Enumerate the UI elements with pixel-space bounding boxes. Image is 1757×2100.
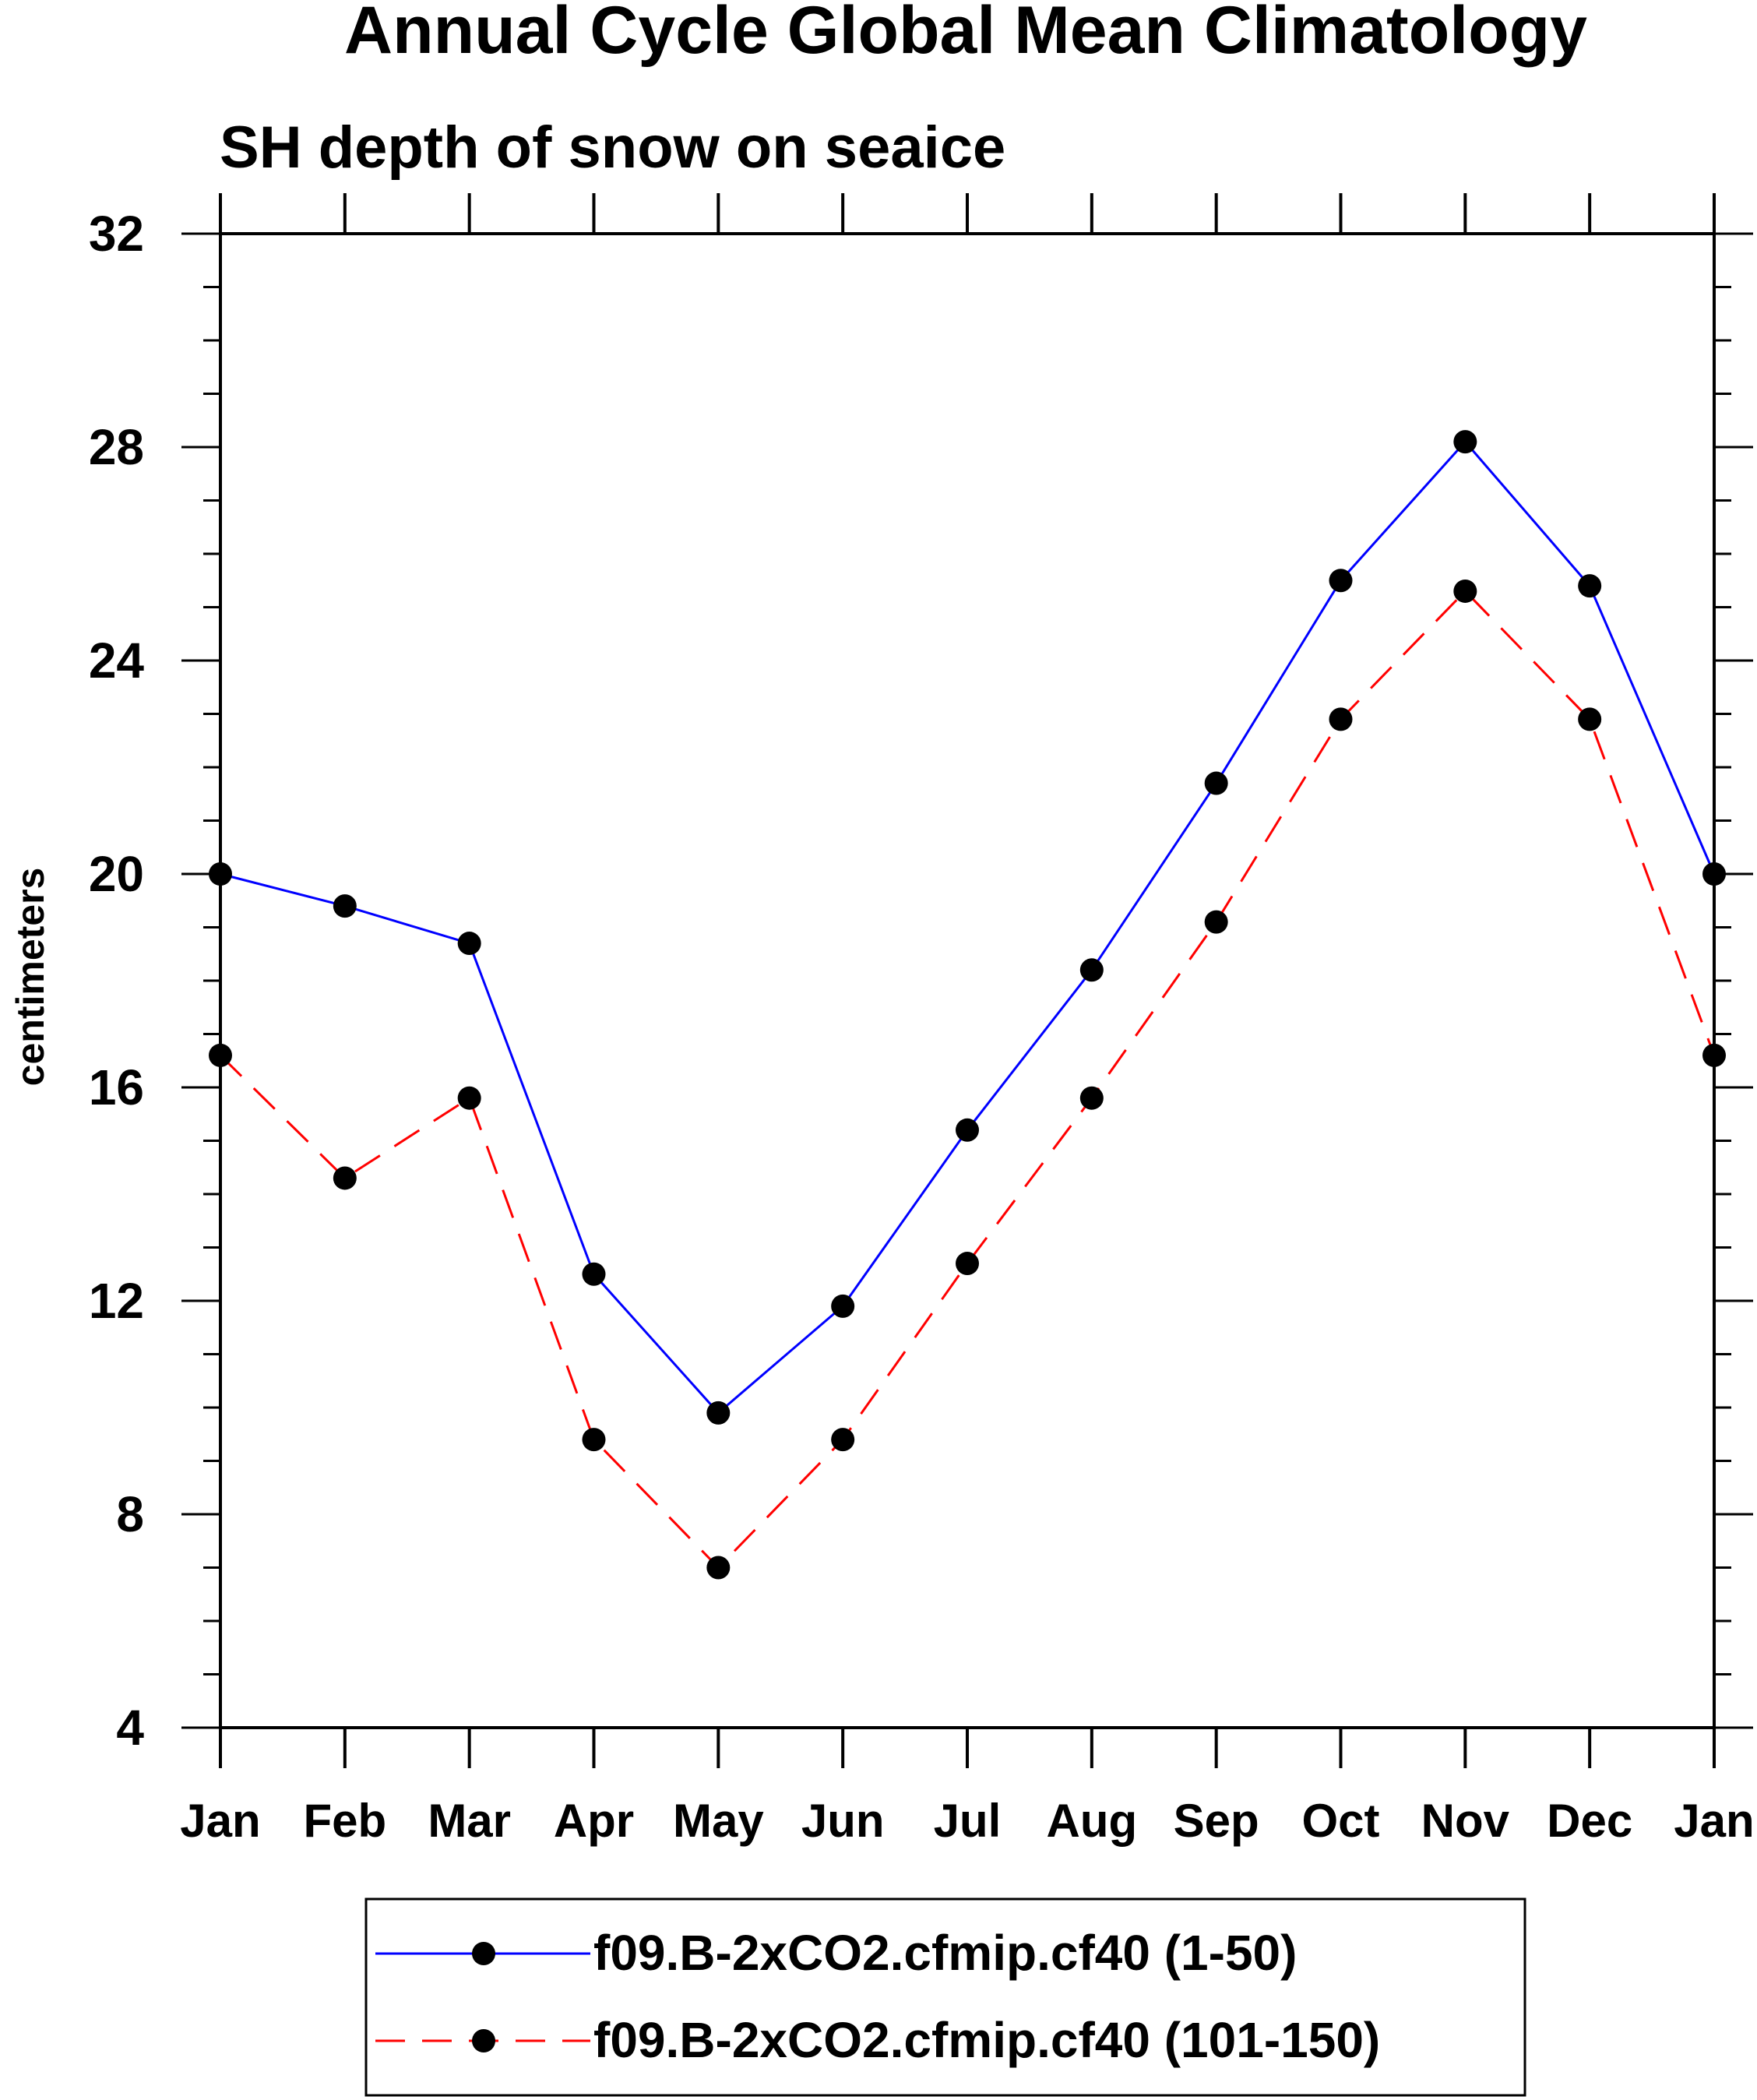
y-tick-labels: 4 8 12 16 20 24 28 32	[89, 206, 145, 1756]
y-tick-label-4: 4	[116, 1700, 144, 1756]
series-layer	[209, 430, 1726, 1580]
series-1-point-2	[457, 932, 481, 956]
legend-label-series-1: f09.B-2xCO2.cfmip.cf40 (1-50)	[593, 1925, 1297, 1981]
series-2-point-1	[333, 1166, 357, 1190]
y-tick-label-12: 12	[89, 1273, 144, 1329]
series-2-point-12	[1702, 1043, 1726, 1067]
x-tick-label-9: Oct	[1301, 1795, 1379, 1847]
series-2-line	[219, 589, 1716, 1570]
y-tick-label-24: 24	[89, 632, 145, 689]
series-1-point-3	[582, 1262, 606, 1286]
series-1-point-4	[706, 1401, 731, 1425]
chart-title: Annual Cycle Global Mean Climatology	[344, 0, 1587, 68]
series-1-point-0	[209, 862, 232, 886]
x-tick-label-1: Feb	[303, 1795, 386, 1847]
series-1-point-7	[1079, 958, 1104, 982]
series-2-point-10	[1453, 579, 1477, 603]
x-tick-label-2: Mar	[428, 1795, 511, 1847]
series-2-point-6	[956, 1252, 979, 1276]
legend: f09.B-2xCO2.cfmip.cf40 (1-50) f09.B-2xCO…	[364, 1897, 1526, 2097]
legend-marker-series-1	[472, 1942, 495, 1965]
series-2-point-11	[1578, 707, 1602, 731]
series-1-point-1	[333, 894, 357, 918]
y-tick-label-28: 28	[89, 419, 144, 475]
x-tick-label-5: Jun	[801, 1795, 885, 1847]
series-2-point-3	[582, 1428, 606, 1452]
series-2-point-2	[457, 1086, 481, 1110]
y-tick-label-32: 32	[89, 206, 144, 262]
series-2-point-4	[706, 1556, 731, 1580]
plot-frame	[219, 232, 1716, 1729]
y-tick-label-8: 8	[116, 1486, 144, 1542]
x-tick-label-10: Nov	[1421, 1795, 1510, 1847]
series-2-point-0	[209, 1043, 232, 1067]
y-axis-label: centimeters	[9, 868, 52, 1087]
series-2-point-8	[1204, 910, 1228, 934]
x-tick-label-6: Jul	[934, 1795, 1002, 1847]
x-tick-label-12: Jan	[1674, 1795, 1754, 1847]
series-2-point-7	[1079, 1086, 1104, 1110]
series-1-point-9	[1329, 569, 1353, 593]
x-tick-label-11: Dec	[1547, 1795, 1632, 1847]
legend-box	[364, 1897, 1526, 2097]
x-tick-label-8: Sep	[1174, 1795, 1259, 1847]
series-1-point-6	[956, 1118, 979, 1142]
series-2-point-5	[831, 1428, 855, 1452]
chart-subtitle: SH depth of snow on seaice	[220, 115, 1005, 181]
series-1-point-8	[1204, 771, 1228, 795]
series-1-point-12	[1702, 862, 1726, 886]
legend-marker-series-2	[472, 2029, 495, 2052]
x-tick-labels: Jan Feb Mar Apr May Jun Jul Aug Sep Oct Nov Dec Jan	[180, 1795, 1754, 1847]
series-2-point-9	[1329, 707, 1353, 731]
series-1-point-5	[831, 1294, 855, 1318]
y-tick-label-16: 16	[89, 1059, 144, 1115]
series-1-point-10	[1453, 430, 1477, 454]
x-tick-label-7: Aug	[1047, 1795, 1138, 1847]
legend-label-series-2: f09.B-2xCO2.cfmip.cf40 (101-150)	[593, 2012, 1380, 2068]
axis-ticks	[181, 193, 1753, 1768]
x-tick-label-0: Jan	[180, 1795, 260, 1847]
x-tick-label-3: Apr	[554, 1795, 634, 1847]
series-1-point-11	[1578, 574, 1602, 598]
x-tick-label-4: May	[673, 1795, 764, 1847]
y-tick-label-20: 20	[89, 846, 144, 902]
